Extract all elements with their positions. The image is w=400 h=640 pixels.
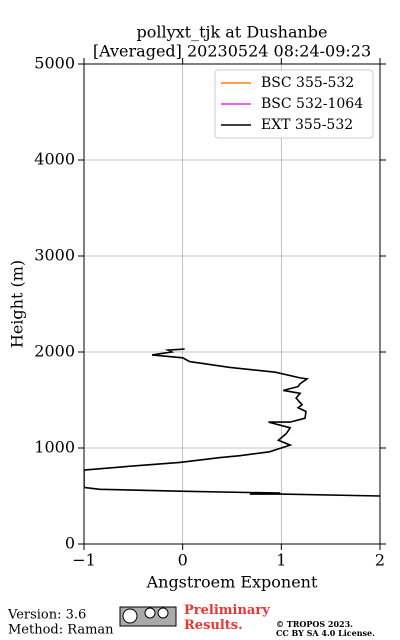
y-axis-label: Height (m) <box>8 260 27 348</box>
legend-label: BSC 532-1064 <box>261 96 363 112</box>
cc-logo-icon <box>122 608 138 624</box>
legend-box <box>214 69 374 139</box>
profile-line <box>84 348 380 497</box>
legend: BSC 355-532 BSC 532-1064 EXT 355-532 <box>214 69 374 139</box>
x-tick-label: −1 <box>72 551 96 570</box>
y-tick-label: 2000 <box>34 342 75 361</box>
y-tick-label: 3000 <box>34 246 75 265</box>
y-tick-label: 0 <box>65 534 75 553</box>
y-tick-label: 4000 <box>34 150 75 169</box>
x-tick-label: 0 <box>178 551 188 570</box>
x-tick-label: 2 <box>375 551 385 570</box>
legend-label: BSC 355-532 <box>261 75 354 91</box>
cc-logo-icon <box>144 607 156 619</box>
x-axis-label: Angstroem Exponent <box>146 573 318 592</box>
legend-label: EXT 355-532 <box>261 117 353 133</box>
chart-title: pollyxt_tjk at Dushanbe <box>136 23 327 42</box>
y-tick-label: 5000 <box>34 54 75 73</box>
version: Version: 3.6 <box>7 608 86 623</box>
lines <box>84 348 380 497</box>
license: CC BY SA 4.0 License. <box>276 628 375 638</box>
footer: Version: 3.6 Method: Raman Preliminary Re… <box>7 603 375 639</box>
status: Preliminary Results. <box>184 603 270 633</box>
plot-frame <box>83 63 381 545</box>
method: Method: Raman <box>8 623 114 638</box>
y-tick-label: 1000 <box>34 438 75 457</box>
copyright: © TROPOS 2023. <box>276 619 353 629</box>
x-tick-label: 1 <box>276 551 286 570</box>
cc-logo-icon <box>157 607 169 619</box>
chart-subtitle: [Averaged] 20230524 08:24-09:23 <box>93 42 371 61</box>
